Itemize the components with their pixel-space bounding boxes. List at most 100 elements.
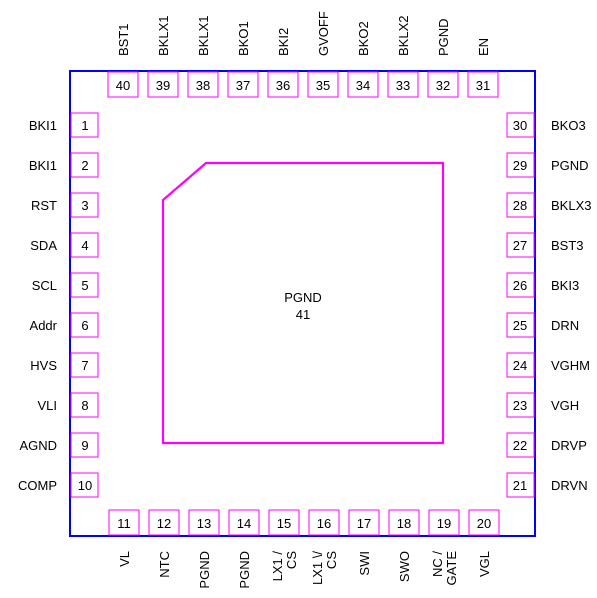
pin-number-34: 34 [356, 78, 370, 93]
pin-pad-22 [506, 432, 535, 458]
pin-number-11: 11 [117, 516, 131, 531]
pin-name-32: PGND [436, 18, 451, 56]
pin-pad-1 [70, 112, 99, 138]
pin-pad-37 [227, 71, 259, 98]
pin-pad-38 [187, 71, 219, 98]
pin-number-4: 4 [81, 238, 88, 253]
pin-pad-30 [506, 112, 535, 138]
pin-number-31: 31 [476, 78, 490, 93]
pin-pad-15 [268, 509, 300, 536]
pin-pad-31 [467, 71, 499, 98]
pin-number-12: 12 [157, 516, 171, 531]
pin-pad-2 [70, 152, 99, 178]
pin-pad-26 [506, 272, 535, 298]
pin-number-10: 10 [78, 478, 92, 493]
pin-name-16-line-1: LX1 \/ [310, 551, 325, 585]
pin-name-15-line-2: CS [284, 551, 299, 569]
pin-name-19-line-2: GATE [444, 551, 459, 586]
pin-number-2: 2 [81, 158, 88, 173]
pin-pad-21 [506, 472, 535, 498]
pin-number-35: 35 [316, 78, 330, 93]
pin-name-27: BST3 [551, 238, 584, 253]
pin-pad-36 [267, 71, 299, 98]
pin-pad-12 [148, 509, 180, 536]
pin-number-13: 13 [197, 516, 211, 531]
pin-pad-18 [388, 509, 420, 536]
pin-number-40: 40 [116, 78, 130, 93]
pin-name-35: GVOFF [316, 11, 331, 56]
pin-number-23: 23 [513, 398, 527, 413]
pin-number-3: 3 [81, 198, 88, 213]
pin-name-26: BKI3 [551, 278, 579, 293]
pin-name-30: BKO3 [551, 118, 586, 133]
pin-pad-35 [307, 71, 339, 98]
pin-name-7: HVS [30, 358, 57, 373]
pin-name-1: BKI1 [29, 118, 57, 133]
pin-number-33: 33 [396, 78, 410, 93]
pin-number-20: 20 [477, 516, 491, 531]
pin-number-28: 28 [513, 198, 527, 213]
pin-pad-20 [468, 509, 500, 536]
pin-name-19-line-1: NC / [430, 551, 445, 577]
pin-pad-3 [70, 192, 99, 218]
pin-number-17: 17 [357, 516, 371, 531]
pin-name-8: VLI [37, 398, 57, 413]
pin-name-38: BKLX1 [196, 16, 211, 56]
exposed-pad-number: 41 [296, 307, 310, 322]
pin-name-2: BKI1 [29, 158, 57, 173]
pin-name-16-line-2: CS [324, 551, 339, 569]
pin-pad-32 [427, 71, 459, 98]
pin-name-31: EN [476, 38, 491, 56]
pin-name-10: COMP [18, 478, 57, 493]
pin-number-36: 36 [276, 78, 290, 93]
pin-pad-14 [228, 509, 260, 536]
pin-pad-34 [347, 71, 379, 98]
pin-pad-28 [506, 192, 535, 218]
pin-name-23: VGH [551, 398, 579, 413]
pin-pad-7 [70, 352, 99, 378]
pin-pad-27 [506, 232, 535, 258]
pin-name-11: VL [117, 551, 132, 567]
pin-pad-33 [387, 71, 419, 98]
pin-pad-16 [308, 509, 340, 536]
pin-name-4: SDA [30, 238, 57, 253]
pin-name-33: BKLX2 [396, 16, 411, 56]
pins-layer: 1 BKI1 2 BKI1 3 RST 4 SDA 5 SCL 6 Addr 7 HVS 8 VLI 9 AGND… [18, 11, 591, 588]
pin-number-21: 21 [513, 478, 527, 493]
pin-name-21: DRVN [551, 478, 588, 493]
pin-name-24: VGHM [551, 358, 590, 373]
pin-number-22: 22 [513, 438, 527, 453]
pin-number-39: 39 [156, 78, 170, 93]
pin-name-3: RST [31, 198, 57, 213]
pin-name-36: BKI2 [276, 28, 291, 56]
pin-number-14: 14 [237, 516, 251, 531]
pin-number-8: 8 [81, 398, 88, 413]
pin-number-38: 38 [196, 78, 210, 93]
pin-number-25: 25 [513, 318, 527, 333]
pin-number-37: 37 [236, 78, 250, 93]
pin-name-17: SWI [357, 551, 372, 576]
pin-pad-4 [70, 232, 99, 258]
pin-number-15: 15 [277, 516, 291, 531]
pin-pad-6 [70, 312, 99, 338]
pin-name-37: BKO1 [236, 21, 251, 56]
pin-number-7: 7 [81, 358, 88, 373]
pin-name-13: PGND [197, 551, 212, 589]
pin-pad-40 [107, 71, 139, 98]
pin-number-27: 27 [513, 238, 527, 253]
pin-name-29: PGND [551, 158, 589, 173]
pin-name-22: DRVP [551, 438, 587, 453]
pin-pad-13 [188, 509, 220, 536]
pin-number-30: 30 [513, 118, 527, 133]
pin-number-29: 29 [513, 158, 527, 173]
pin-pad-29 [506, 152, 535, 178]
pin-pad-8 [70, 392, 99, 418]
pin-number-6: 6 [81, 318, 88, 333]
pin-pad-24 [506, 352, 535, 378]
pin-name-6: Addr [30, 318, 58, 333]
pin-pad-23 [506, 392, 535, 418]
pin-number-18: 18 [397, 516, 411, 531]
pin-number-32: 32 [436, 78, 450, 93]
